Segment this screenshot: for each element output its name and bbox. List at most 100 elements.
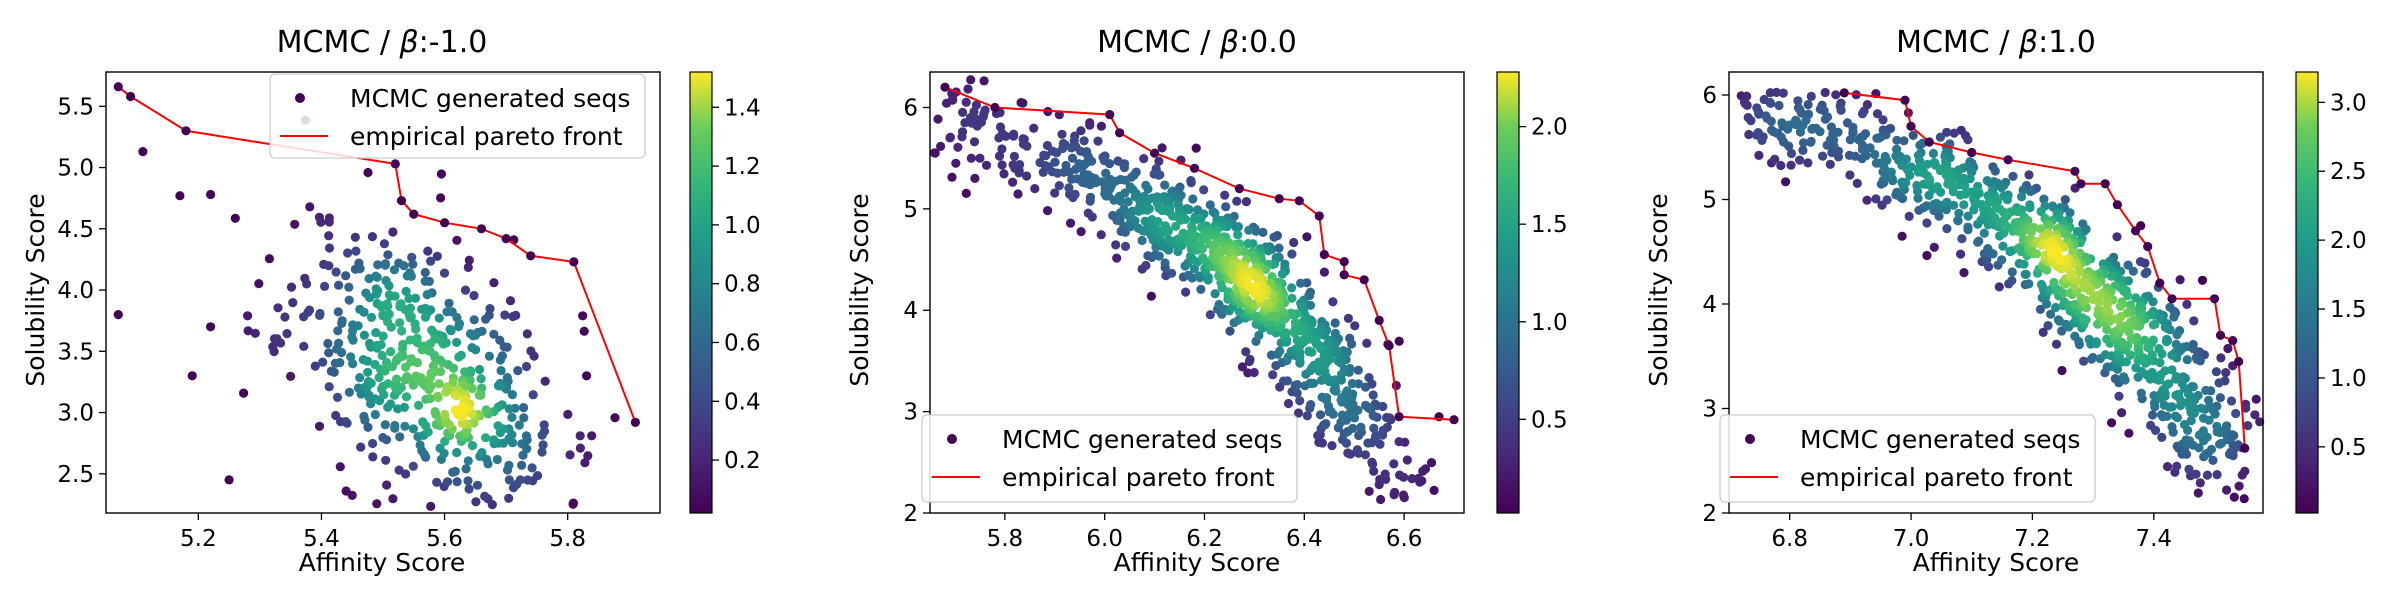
data-point [334,338,344,348]
data-point [1963,135,1973,145]
data-point [113,310,123,320]
data-point [2060,195,2070,205]
data-point [324,348,334,358]
data-point [489,435,499,445]
pareto-point [2240,443,2250,453]
data-point [1205,200,1215,210]
x-tick-label: 5.4 [303,526,340,552]
data-point [451,391,462,401]
data-point [1277,269,1287,279]
y-tick-label: 5 [1702,187,1717,213]
data-point [2117,337,2127,347]
data-point [254,279,264,289]
data-point [481,314,491,324]
data-point [344,387,354,397]
data-point [175,191,185,201]
data-point [522,329,532,339]
data-point [505,296,516,306]
data-point [1369,466,1379,476]
data-point [1744,129,1754,140]
data-point [1363,438,1373,448]
panel-3-title: MCMC / β:1.0 [1896,25,2096,60]
data-point [1227,259,1237,269]
data-point [421,421,431,431]
data-point [1096,230,1106,240]
data-point [1050,188,1060,198]
data-point [2036,206,2046,217]
data-point [426,501,436,511]
data-point [2239,494,2249,504]
data-point [1220,190,1230,200]
x-tick-label: 6.4 [1286,526,1323,552]
data-point [268,342,278,352]
panel-3-x-ticks: 6.8 7.0 7.2 7.4 [1771,513,2172,552]
data-point [481,433,491,443]
pareto-point [1967,147,1977,158]
data-point [1287,283,1297,293]
pareto-point [1384,341,1394,351]
data-point [1221,202,1231,212]
pareto-point [2076,179,2086,189]
data-point [446,326,456,336]
data-point [2002,195,2012,205]
data-point [975,153,985,163]
data-point [2106,271,2116,281]
data-point [1096,121,1106,131]
data-point [1254,330,1264,340]
data-point [435,367,446,377]
data-point [1307,347,1317,357]
panel-1: MCMC / β:-1.0 5.2 5.4 5.6 5.8 2.5 3.0 3.5 4.0 4… [21,25,761,577]
data-point [1786,148,1797,159]
data-point [1361,400,1371,410]
data-point [417,345,427,355]
data-point [1115,196,1126,206]
data-point [499,342,509,352]
data-point [2008,171,2018,181]
data-point [1251,226,1261,236]
data-point [474,390,484,400]
data-point [224,475,234,485]
data-point [471,497,481,507]
data-point [1243,273,1253,284]
data-point [493,381,503,391]
data-point [1820,114,1830,124]
data-point [2162,411,2172,421]
data-point [2167,350,2177,360]
data-point [329,367,339,377]
data-point [359,330,369,340]
data-point [1142,196,1152,206]
data-point [386,347,396,357]
data-point [2143,343,2153,353]
data-point [400,421,410,431]
data-point [1337,393,1347,403]
data-point [2084,334,2094,344]
data-point [461,464,471,474]
data-point [2136,388,2146,398]
data-point [1295,396,1305,406]
data-point [1407,474,1417,484]
data-point [395,318,405,328]
data-point [314,421,325,431]
data-point [324,217,334,227]
y-tick-label: 3.0 [57,401,94,427]
data-point [1897,231,1907,241]
data-point [495,335,505,345]
data-point [1231,222,1241,232]
legend-box [269,73,646,159]
data-point [2017,192,2027,202]
data-point [1998,241,2008,251]
data-point [477,448,487,458]
data-point [1054,181,1064,191]
data-point [1281,328,1291,338]
pareto-point [990,102,1000,113]
data-point [408,259,418,269]
data-point [2121,357,2131,367]
data-point [1872,109,1883,119]
data-point [206,189,216,200]
data-point [368,438,378,449]
data-point [1171,221,1181,231]
data-point [353,321,363,331]
data-point [507,412,517,422]
data-point [2171,339,2181,349]
data-point [399,402,409,412]
